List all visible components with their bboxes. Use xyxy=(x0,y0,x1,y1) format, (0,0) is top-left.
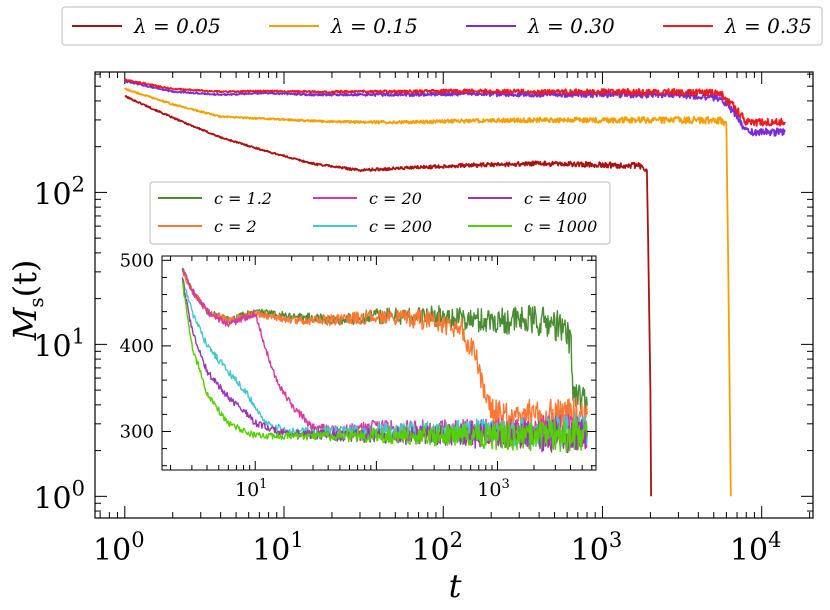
main-y-axis-label: Ms(t) xyxy=(6,260,48,342)
main-x-tick-label: 102 xyxy=(411,528,463,568)
main-legend-label: λ = 0.30 xyxy=(527,14,615,38)
inset-legend-label: c = 20 xyxy=(369,189,422,208)
main-series-line xyxy=(124,95,652,497)
inset-series-group xyxy=(181,267,588,454)
inset-series-line xyxy=(181,280,588,453)
inset-axis-ticks: 101 103 300 400 500 xyxy=(120,250,596,501)
main-series-group xyxy=(124,78,786,497)
main-x-tick-label: 101 xyxy=(252,528,304,568)
main-y-tick-label: 102 xyxy=(33,172,85,212)
inset-y-tick-label: 500 xyxy=(120,250,154,271)
main-x-axis-label: t xyxy=(449,567,462,605)
main-y-tick-label: 101 xyxy=(33,324,85,364)
main-legend-label: λ = 0.15 xyxy=(330,14,418,38)
main-series-line xyxy=(124,87,732,497)
inset-y-tick-label: 300 xyxy=(120,421,154,442)
inset-legend-label: c = 200 xyxy=(369,217,432,236)
main-y-tick-label: 100 xyxy=(33,476,85,516)
main-plot-frame xyxy=(94,71,814,519)
inset-legend-label: c = 2 xyxy=(214,217,257,236)
inset-y-tick-label: 400 xyxy=(120,336,154,357)
main-legend-label: λ = 0.05 xyxy=(133,14,221,38)
inset-legend-label: c = 400 xyxy=(524,189,587,208)
inset-legend-label: c = 1.2 xyxy=(214,189,272,208)
main-legend-label: λ = 0.35 xyxy=(724,14,812,38)
inset-legend: c = 1.2 c = 2 c = 20 c = 200 c = 400 c = 1000 xyxy=(158,189,597,236)
main-axis-ticks: 100 101 102 103 104 100 101 102 xyxy=(33,72,813,568)
main-series-line xyxy=(124,78,786,127)
main-legend-box xyxy=(61,6,823,46)
main-x-tick-label: 103 xyxy=(571,528,623,568)
main-legend: λ = 0.05 λ = 0.15 λ = 0.30 λ = 0.35 xyxy=(72,14,812,38)
inset-x-tick-label: 101 xyxy=(235,477,267,501)
inset-legend-label: c = 1000 xyxy=(524,217,597,236)
main-x-tick-label: 104 xyxy=(730,528,782,568)
inset-x-tick-label: 103 xyxy=(477,477,509,501)
main-x-tick-label: 100 xyxy=(93,528,145,568)
